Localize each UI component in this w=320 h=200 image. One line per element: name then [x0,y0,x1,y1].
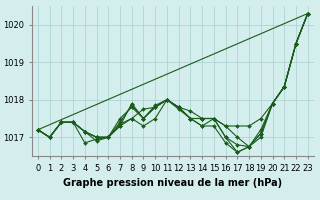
X-axis label: Graphe pression niveau de la mer (hPa): Graphe pression niveau de la mer (hPa) [63,178,282,188]
